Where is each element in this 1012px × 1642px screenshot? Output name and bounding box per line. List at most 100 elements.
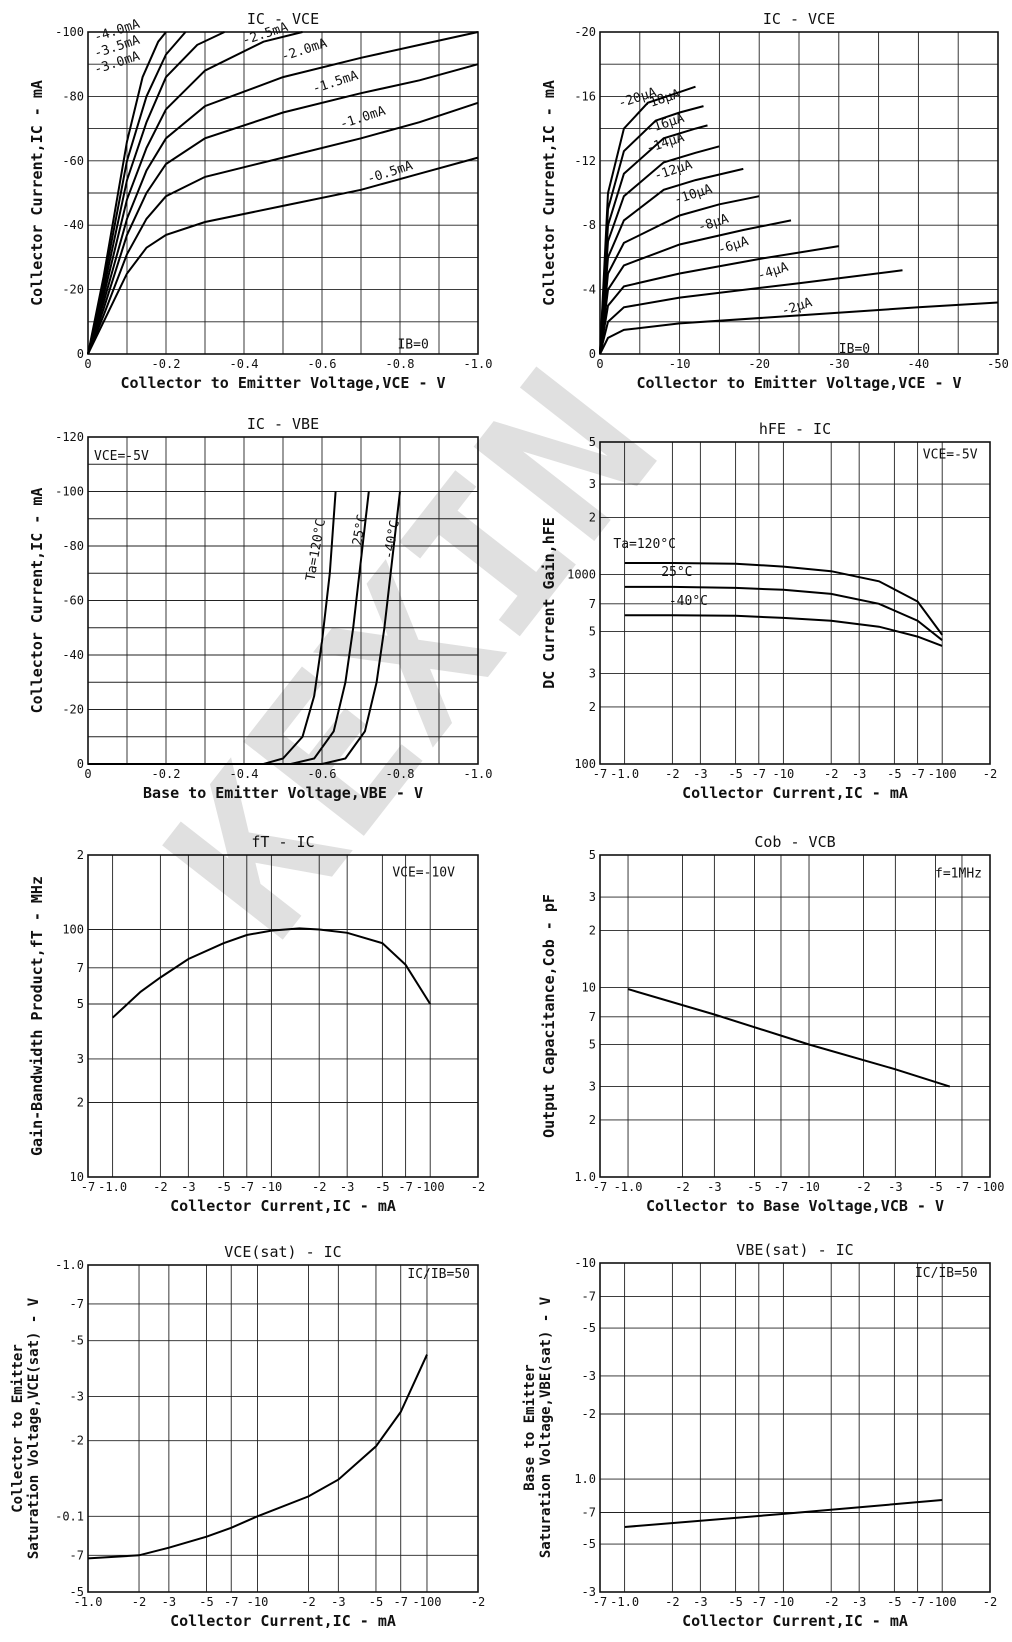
y-tick-label: -5 — [70, 1334, 84, 1348]
series-line — [111, 927, 432, 1019]
grid-ft-ic — [87, 854, 479, 1178]
series-line — [599, 85, 696, 355]
series-line — [624, 585, 943, 641]
y-tick-label: 3 — [589, 1080, 596, 1094]
series-line — [88, 491, 401, 765]
series-line — [87, 31, 303, 355]
y-tick-label: -40 — [62, 218, 84, 232]
y-tick-label: 2 — [589, 1113, 596, 1127]
chart-title: VCE(sat) - IC — [224, 1243, 341, 1261]
x-tick-label: -3 — [340, 1180, 354, 1194]
x-axis-label: Collector Current,IC - mA — [170, 1612, 396, 1630]
chart-cob-vcb: -7 -1.0 -2 -3 -5 -7 -10 -2 -3 -5 -7 -100 1.0 2 3 5 7 10 2 3… — [540, 833, 1004, 1215]
series-line — [599, 219, 792, 355]
x-tick-label: -0.6 — [308, 767, 337, 781]
x-tick-label: -10 — [773, 767, 795, 781]
x-tick-label: -7 — [910, 767, 924, 781]
x-tick-label: -7 — [593, 767, 607, 781]
y-tick-label: 2 — [589, 700, 596, 714]
y-tick-label: 5 — [589, 848, 596, 862]
series-line — [599, 195, 760, 355]
series-label: -4μA — [756, 260, 791, 284]
y-tick-label: -7 — [70, 1548, 84, 1562]
series-line — [599, 269, 903, 355]
condition-annotation: f=1MHz — [935, 866, 982, 881]
y-tick-label: 5 — [77, 997, 84, 1011]
x-tick-label: -100 — [928, 767, 957, 781]
x-tick-label: -3 — [693, 1595, 707, 1609]
x-tick-label: -10 — [261, 1180, 283, 1194]
chart-ic-vce-1: 0 -0.2 -0.4 -0.6 -0.8 -1.0 0 -20 -40 -60 -80 -100 IC… — [28, 10, 492, 392]
x-tick-label: -2 — [983, 767, 997, 781]
x-tick-label: -1.0 — [464, 767, 493, 781]
x-tick-label: -7 — [398, 1180, 412, 1194]
y-tick-label: 3 — [589, 477, 596, 491]
y-tick-label: -80 — [62, 539, 84, 553]
x-tick-label: -100 — [928, 1595, 957, 1609]
y-axis-label: Gain-Bandwidth Product,fT - MHz — [28, 876, 46, 1156]
x-tick-label: -7 — [774, 1180, 788, 1194]
plot-frame — [87, 854, 479, 1178]
series-line — [87, 31, 479, 355]
y-tick-label: 7 — [589, 597, 596, 611]
x-tick-label: -0.8 — [386, 357, 415, 371]
series-line — [87, 31, 187, 355]
x-tick-label: -0.4 — [230, 357, 259, 371]
y-tick-label: -3 — [582, 1585, 596, 1599]
x-axis-label: Collector to Emitter Voltage,VCE - V — [120, 374, 445, 392]
x-tick-label: -100 — [416, 1180, 445, 1194]
plot-frame — [599, 854, 991, 1178]
y-axis-label: Collector Current,IC - mA — [28, 80, 46, 306]
x-axis-label: Collector to Base Voltage,VCB - V — [646, 1197, 944, 1215]
chart-title: IC - VCE — [763, 10, 835, 28]
y-tick-label: -7 — [582, 1506, 596, 1520]
series-label: -40°C — [669, 594, 708, 609]
x-tick-label: -1.0 — [74, 1595, 103, 1609]
y-tick-label: -1.0 — [55, 1258, 84, 1272]
y-tick-label: 3 — [77, 1052, 84, 1066]
chart-title: hFE - IC — [759, 420, 831, 438]
y-tick-label: -3 — [70, 1389, 84, 1403]
series-label: -12μA — [652, 158, 694, 184]
x-tick-label: -10 — [247, 1595, 269, 1609]
chart-vcesat-ic: -1.0 -2 -3 -5 -7 -10 -2 -3 -5 -7 -100 -2 -5 -7 -0.1 -2 -… — [10, 1243, 485, 1630]
y-axis-label: Base to Emitter — [522, 1364, 538, 1490]
series-line — [599, 301, 999, 355]
y-tick-label: -20 — [62, 283, 84, 297]
series-line — [87, 31, 225, 355]
y-tick-label: 0 — [77, 347, 84, 361]
x-tick-label: -1.0 — [464, 357, 493, 371]
x-tick-label: -3 — [331, 1595, 345, 1609]
x-tick-label: -7 — [910, 1595, 924, 1609]
chart-ic-vce-2: 0 -10 -20 -30 -40 -50 0 -4 -8 -12 -16 -20 IC - VCE Co… — [540, 10, 1009, 392]
y-axis-label: Collector to Emitter — [10, 1344, 26, 1513]
y-tick-label: -100 — [55, 485, 84, 499]
x-tick-label: -2 — [132, 1595, 146, 1609]
y-tick-label: 2 — [77, 848, 84, 862]
y-tick-label: 3 — [589, 890, 596, 904]
x-tick-label: -50 — [987, 357, 1009, 371]
x-tick-label: -2 — [301, 1595, 315, 1609]
y-tick-label: 7 — [77, 961, 84, 975]
y-tick-label: 10 — [70, 1170, 84, 1184]
series-line — [87, 1354, 428, 1560]
chart-hfe-ic: -7 -1.0 -2 -3 -5 -7 -10 -2 -3 -5 -7 -100 -2100235710… — [540, 420, 997, 802]
x-tick-label: -10 — [798, 1180, 820, 1194]
plot-frame — [599, 31, 999, 355]
x-tick-label: -1.0 — [98, 1180, 127, 1194]
y-tick-label: -5 — [70, 1585, 84, 1599]
x-tick-label: -7 — [224, 1595, 238, 1609]
series-label: Ta=120°C — [613, 537, 676, 552]
chart-title: Cob - VCB — [754, 833, 835, 851]
y-tick-label: -3 — [582, 1369, 596, 1383]
x-tick-label: -2 — [471, 1595, 485, 1609]
x-tick-label: 0 — [596, 357, 603, 371]
y-tick-label: -120 — [55, 430, 84, 444]
y-tick-label: 2 — [589, 923, 596, 937]
x-tick-label: -0.4 — [230, 767, 259, 781]
x-tick-label: -7 — [752, 1595, 766, 1609]
y-tick-label: 5 — [589, 1038, 596, 1052]
series-line — [87, 63, 479, 355]
